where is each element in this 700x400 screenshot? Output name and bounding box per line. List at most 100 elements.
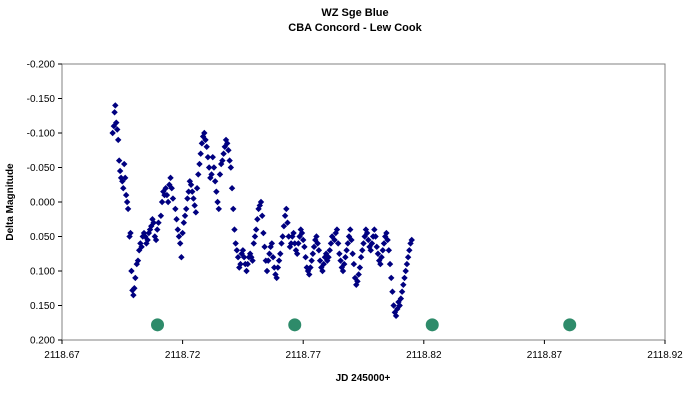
data-point [214,198,221,206]
data-point [192,209,200,216]
data-point [402,267,409,275]
data-point [224,140,231,147]
data-point [115,157,123,164]
data-point [198,140,206,147]
data-point [250,240,257,247]
data-point [132,274,139,282]
data-point [408,236,415,244]
data-point [269,254,277,261]
data-point [341,260,348,268]
data-point [307,264,314,271]
data-point [138,243,145,251]
x-tick-label: 2118.87 [527,350,563,361]
data-point [197,150,204,157]
data-point [403,260,411,268]
data-point [163,191,171,199]
data-point [215,205,222,213]
data-point [203,143,210,150]
y-tick-label: 0.200 [30,336,55,347]
y-axis: -0.200 -0.150 -0.100 -0.050 0.000 0.050 0.100 0… [27,60,62,347]
data-point [295,240,302,247]
data-point [227,164,235,171]
data-point [344,240,352,247]
data-point [128,267,135,275]
data-point [183,205,190,213]
data-point [397,295,405,302]
data-point [320,260,327,268]
data-point [124,205,132,213]
x-tick-label: 2118.82 [406,350,442,361]
data-point [190,195,197,202]
data-point [121,174,129,182]
data-point [120,185,127,192]
marker-point [151,318,165,332]
data-point [313,233,320,240]
data-point [258,212,266,219]
data-point [196,160,203,168]
data-point [337,257,344,264]
data-point [193,185,201,192]
data-point [302,254,309,261]
data-point [293,250,301,257]
marker-point [288,318,302,332]
data-point [389,288,396,295]
data-point [209,153,216,161]
data-point [339,267,347,275]
data-point [384,236,391,244]
data-point [363,229,371,237]
data-point [365,236,372,244]
data-point [184,195,191,202]
data-point [208,171,215,178]
data-point [150,219,157,226]
data-point [249,257,256,264]
data-point [348,236,355,244]
data-point [232,240,239,247]
data-point [316,257,324,264]
data-point [406,247,413,254]
data-point [233,247,241,254]
x-tick-label: 2118.67 [44,350,80,361]
data-point [123,198,131,206]
data-point [309,250,317,257]
data-point [388,274,395,282]
data-point [331,236,338,244]
data-point [112,102,119,109]
data-point [371,226,378,233]
data-point [284,219,291,226]
data-point [189,188,196,195]
data-point [219,157,226,164]
data-point [296,233,303,240]
data-point [390,302,397,309]
data-point [280,222,288,230]
data-point [157,212,165,219]
data-point [279,233,286,240]
data-point [172,205,179,213]
data-point [396,302,403,309]
y-tick-label: 0.050 [30,232,55,243]
data-point [287,240,295,247]
data-point [401,274,408,282]
data-point [347,226,354,233]
data-point [350,260,358,268]
data-point [383,229,390,237]
data-point [298,229,306,237]
data-point [130,291,137,299]
data-point [240,254,248,261]
data-point [257,198,265,206]
data-point [392,312,400,320]
data-point [319,267,326,275]
data-point [243,267,250,275]
data-point [261,243,268,251]
chart-title: WZ Sge Blue [321,7,388,19]
data-point [380,240,388,247]
data-point [306,271,313,278]
x-axis-label: JD 245000+ [336,373,391,384]
data-point [354,278,361,285]
data-point [291,240,298,247]
data-point [162,185,169,192]
data-point [144,236,151,244]
data-point [355,271,362,278]
data-point [278,240,285,247]
data-point [169,195,177,202]
